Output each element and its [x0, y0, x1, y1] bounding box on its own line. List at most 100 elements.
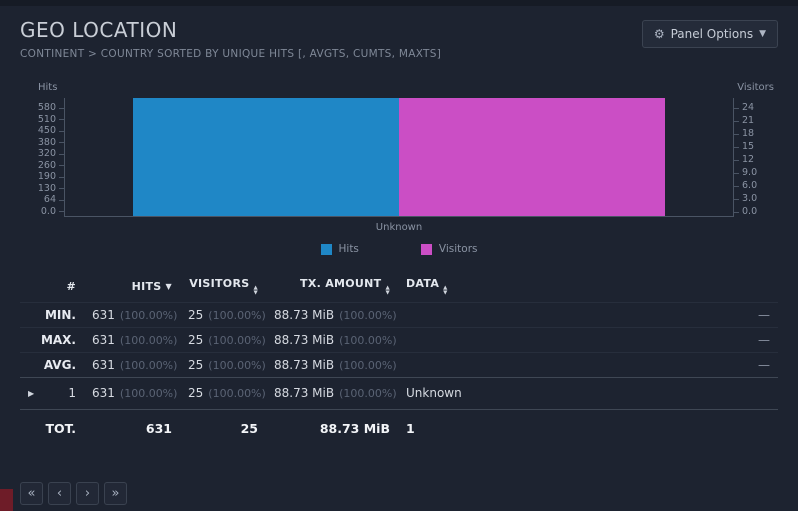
summary-row-min: MIN. 631 (100.00%) 25 (100.00%) 88.73 MiB(…	[20, 302, 778, 328]
chart-legend: Hits Visitors	[20, 243, 778, 255]
sort-desc-icon: ▼	[165, 281, 172, 291]
bottom-left-red-marker	[0, 489, 13, 511]
axis-tick: 190	[38, 172, 64, 182]
axis-tick: 0.0	[734, 207, 757, 217]
left-axis-label: Hits	[38, 82, 58, 93]
column-header-hits[interactable]: HITS ▼	[131, 279, 172, 293]
axis-tick: 6.0	[734, 181, 757, 191]
hits-cell: 631 (100.00%)	[84, 377, 180, 410]
page-title: GEO LOCATION	[20, 18, 178, 42]
total-row: TOT. 631 25 88.73 MiB 1	[20, 409, 778, 441]
axis-tick: 12	[734, 155, 754, 165]
axis-tick: 0.0	[41, 206, 64, 217]
panel-subtitle: CONTINENT > COUNTRY SORTED BY UNIQUE HIT…	[20, 48, 442, 60]
panel-options-label: Panel Options	[670, 27, 754, 41]
axis-tick: 15	[734, 142, 754, 152]
tx-amount-cell: 88.73 MiB (100.00%)	[266, 302, 398, 328]
legend-item-hits: Hits	[320, 243, 359, 255]
plot-row: 580 510 450 380 320 260 190 130 64 0.0 24 21 18 15 12…	[20, 98, 778, 217]
tx-amount-cell: 88.73 MiB (100.00%)	[266, 327, 398, 353]
sort-both-icon: ▲ ▼	[443, 285, 448, 296]
sort-both-icon: ▲ ▼	[385, 285, 390, 296]
axis-tick: 380	[38, 137, 64, 148]
last-page-button[interactable]: »	[104, 482, 127, 505]
axis-tick: 21	[734, 116, 754, 126]
hits-swatch	[320, 243, 332, 255]
axis-tick: 320	[38, 149, 64, 159]
row-label: TOT.	[20, 409, 84, 441]
summary-row-avg: AVG. 631 (100.00%) 25 (100.00%) 88.73 MiB(…	[20, 352, 778, 378]
hits-total-cell: 631	[84, 409, 180, 441]
pagination: « ‹ › »	[20, 482, 127, 505]
tx-amount-total-cell: 88.73 MiB	[266, 409, 398, 441]
data-cell	[398, 352, 734, 378]
axis-tick: 130	[38, 183, 64, 194]
axis-tick: 18	[734, 129, 754, 139]
axis-tick: 3.0	[734, 194, 757, 204]
x-axis-category-label: Unknown	[375, 222, 423, 233]
table-row[interactable]: ▶ 1 631 (100.00%) 25 (100.00%) 88.73 MiB (10…	[20, 377, 778, 410]
visitors-cell: 25 (100.00%)	[180, 302, 266, 328]
right-axis-ticks: 24 21 18 15 12 9.0 6.0 3.0 0.0	[734, 98, 778, 217]
rank-cell: ▶ 1	[20, 377, 84, 410]
data-cell	[398, 327, 734, 353]
axis-tick: 64	[44, 195, 64, 205]
panel-header: GEO LOCATION CONTINENT > COUNTRY SORTED …	[20, 18, 778, 60]
hits-cell: 631 (100.00%)	[84, 302, 180, 328]
geo-location-table: # HITS ▼ VISITORS ▲ ▼ TX. AMOUNT ▲ ▼ DATA ▲ ▼	[20, 271, 778, 441]
panel-titles: GEO LOCATION CONTINENT > COUNTRY SORTED …	[20, 18, 441, 60]
axis-labels: Hits Visitors	[20, 82, 778, 93]
panel-options-button[interactable]: ⚙ Panel Options ▼	[641, 20, 778, 48]
dash-cell: —	[734, 302, 778, 328]
legend-item-visitors: Visitors	[420, 243, 478, 255]
data-cell: Unknown	[398, 377, 734, 410]
row-label: MIN.	[20, 302, 84, 328]
axis-tick: 260	[38, 160, 64, 171]
legend-label-visitors: Visitors	[438, 243, 478, 255]
visitors-cell: 25 (100.00%)	[180, 377, 266, 410]
axis-tick: 510	[38, 114, 64, 125]
axis-tick: 580	[38, 103, 64, 113]
next-page-button[interactable]: ›	[76, 482, 99, 505]
visitors-total-cell: 25	[180, 409, 266, 441]
column-header-tx-amount[interactable]: TX. AMOUNT ▲ ▼	[300, 277, 390, 296]
right-axis-label: Visitors	[737, 82, 774, 93]
top-band	[0, 0, 798, 6]
bar-visitors	[399, 98, 665, 216]
tx-amount-cell: 88.73 MiB (100.00%)	[266, 377, 398, 410]
bar-hits	[133, 98, 399, 216]
dash-cell: —	[734, 327, 778, 353]
hits-cell: 631 (100.00%)	[84, 327, 180, 353]
dash-cell: —	[734, 352, 778, 378]
geo-location-panel: GEO LOCATION CONTINENT > COUNTRY SORTED …	[0, 18, 798, 441]
table-header-row: # HITS ▼ VISITORS ▲ ▼ TX. AMOUNT ▲ ▼ DATA ▲ ▼	[20, 271, 778, 303]
data-total-cell: 1	[398, 409, 734, 441]
sort-both-icon: ▲ ▼	[253, 285, 258, 296]
legend-label-hits: Hits	[338, 243, 359, 255]
visitors-cell: 25 (100.00%)	[180, 327, 266, 353]
geo-location-chart: Hits Visitors 580 510 450 380 320 260 190 130 64…	[20, 82, 778, 255]
first-page-button[interactable]: «	[20, 482, 43, 505]
expand-row-icon[interactable]: ▶	[28, 389, 35, 398]
dash-cell	[734, 377, 778, 410]
previous-page-button[interactable]: ‹	[48, 482, 71, 505]
visitors-swatch	[420, 243, 432, 255]
gear-icon: ⚙	[653, 27, 665, 41]
column-header-data[interactable]: DATA ▲ ▼	[406, 277, 448, 296]
axis-tick: 24	[734, 103, 754, 113]
column-header-spacer	[734, 271, 778, 303]
row-label: MAX.	[20, 327, 84, 353]
spacer-cell	[734, 409, 778, 441]
visitors-cell: 25 (100.00%)	[180, 352, 266, 378]
chevron-down-icon: ▼	[759, 29, 766, 39]
row-label: AVG.	[20, 352, 84, 378]
column-header-visitors[interactable]: VISITORS ▲ ▼	[189, 277, 258, 296]
axis-tick: 9.0	[734, 168, 757, 178]
axis-tick: 450	[38, 126, 64, 136]
hits-cell: 631 (100.00%)	[84, 352, 180, 378]
summary-row-max: MAX. 631 (100.00%) 25 (100.00%) 88.73 MiB(…	[20, 327, 778, 353]
tx-amount-cell: 88.73 MiB (100.00%)	[266, 352, 398, 378]
plot-area	[64, 98, 734, 217]
left-axis-ticks: 580 510 450 380 320 260 190 130 64 0.0	[20, 98, 64, 217]
column-header-rank[interactable]: #	[66, 279, 76, 293]
